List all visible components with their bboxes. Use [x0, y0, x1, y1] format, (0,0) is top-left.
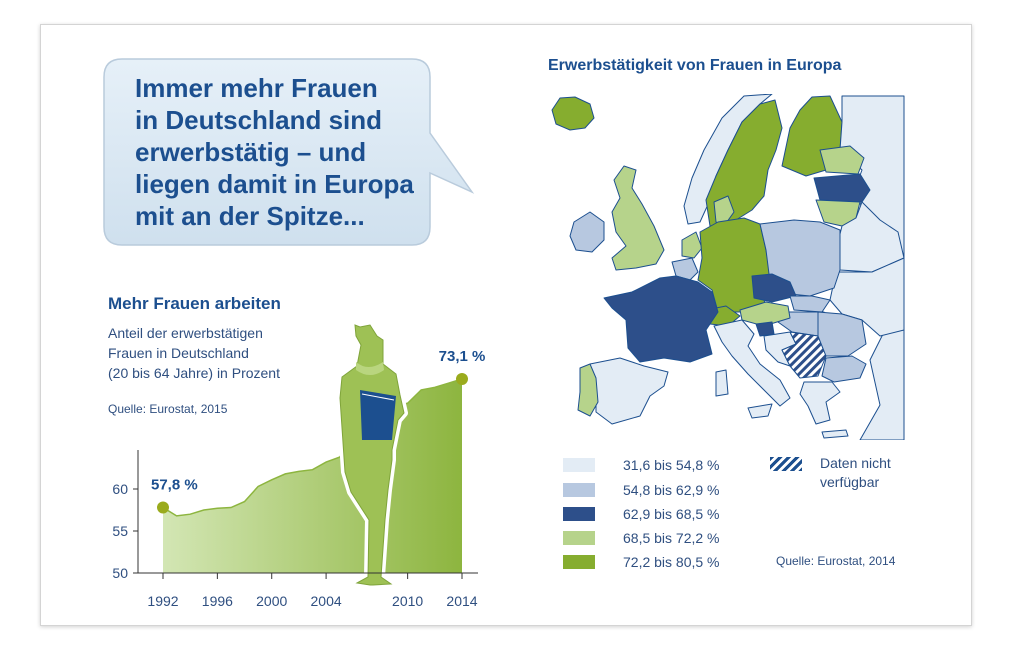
legend-label-line: verfügbar [820, 474, 880, 490]
chart-title: Mehr Frauen arbeiten [108, 294, 281, 313]
legend-swatch [563, 483, 595, 497]
legend-swatch [563, 531, 595, 545]
headline-line: mit an der Spitze... [135, 201, 365, 231]
hatch-swatch-icon [770, 457, 802, 471]
map-title: Erwerbstätigkeit von Frauen in Europa [548, 57, 842, 74]
x-tick-label: 1992 [147, 593, 178, 609]
country-latvia [813, 173, 871, 203]
country-greece [799, 381, 841, 425]
europe-map [548, 94, 910, 440]
chart-subtitle: Anteil der erwerbstätigen Frauen in Deut… [108, 323, 280, 383]
legend-label: 72,2 bis 80,5 % [623, 554, 720, 570]
country-sweden [705, 99, 783, 229]
country-belgium [671, 257, 699, 281]
x-tick-label: 1996 [202, 593, 233, 609]
country-estonia [819, 145, 865, 175]
chart-source: Quelle: Eurostat, 2015 [108, 402, 228, 416]
legend-label-line: Daten nicht [820, 455, 891, 471]
woman-silhouette-icon [336, 321, 408, 589]
legend-swatch [563, 507, 595, 521]
legend-label: 62,9 bis 68,5 % [623, 506, 720, 522]
area-fill [163, 379, 462, 573]
headline-line: Immer mehr Frauen [135, 73, 378, 103]
chart-subtitle-line: Frauen in Deutschland [108, 345, 249, 361]
first-point-marker [157, 501, 169, 514]
country-ukraine [829, 257, 905, 337]
area-chart: 50 55 60 1992 1996 2000 2004 2010 2014 57,8 % 7… [112, 321, 486, 609]
map-source: Quelle: Eurostat, 2014 [776, 554, 896, 568]
country-slovakia [789, 295, 831, 313]
speech-bubble [103, 58, 475, 246]
area-line [162, 378, 463, 517]
legend-label-no-data: Daten nicht verfügbar [820, 454, 891, 492]
y-tick-label: 60 [112, 481, 128, 497]
headline: Immer mehr Frauen in Deutschland sind er… [135, 72, 435, 232]
country-uk [611, 165, 665, 271]
chart-subtitle-line: Anteil der erwerbstätigen [108, 325, 263, 341]
legend-item-no-data: Daten nicht verfügbar [770, 454, 891, 492]
legend-item-4: 68,5 bis 72,2 % [563, 530, 720, 546]
island-sardinia [715, 369, 729, 397]
x-axis: 1992 1996 2000 2004 2010 2014 [138, 572, 478, 609]
country-romania [817, 311, 867, 357]
legend-item-3: 62,9 bis 68,5 % [563, 506, 720, 522]
legend-label: 31,6 bis 54,8 % [623, 457, 720, 473]
y-tick-label: 55 [112, 523, 128, 539]
endpoint-markers [157, 372, 468, 514]
country-italy [713, 319, 791, 407]
headline-line: erwerbstätig – und [135, 137, 367, 167]
x-tick-label: 2000 [256, 593, 287, 609]
island-sicily [747, 403, 773, 419]
chart-subtitle-line: (20 bis 64 Jahre) in Prozent [108, 365, 280, 381]
last-value-label: 73,1 % [439, 348, 486, 365]
legend-item-1: 31,6 bis 54,8 % [563, 457, 720, 473]
country-ireland [569, 211, 605, 253]
last-point-marker [456, 372, 468, 385]
island-crete [821, 429, 849, 439]
country-netherlands [681, 231, 703, 259]
country-denmark [713, 195, 735, 227]
country-iceland [551, 96, 595, 131]
country-poland [759, 219, 841, 297]
country-france [603, 275, 719, 363]
country-portugal [577, 363, 599, 417]
x-tick-label: 2004 [311, 593, 342, 609]
legend-label: 54,8 bis 62,9 % [623, 482, 720, 498]
area-series [162, 378, 463, 573]
y-tick-label: 50 [112, 565, 128, 581]
first-value-label: 57,8 % [151, 476, 198, 493]
headline-line: in Deutschland sind [135, 105, 383, 135]
x-tick-label: 2010 [392, 593, 423, 609]
x-tick-label: 2014 [446, 593, 477, 609]
legend-label: 68,5 bis 72,2 % [623, 530, 720, 546]
country-bulgaria [821, 355, 867, 383]
legend-swatch [563, 458, 595, 472]
headline-line: liegen damit in Europa [135, 169, 414, 199]
legend-swatch [563, 555, 595, 569]
legend-item-2: 54,8 bis 62,9 % [563, 482, 720, 498]
y-axis: 50 55 60 [112, 450, 139, 581]
legend-item-5: 72,2 bis 80,5 % [563, 554, 720, 570]
